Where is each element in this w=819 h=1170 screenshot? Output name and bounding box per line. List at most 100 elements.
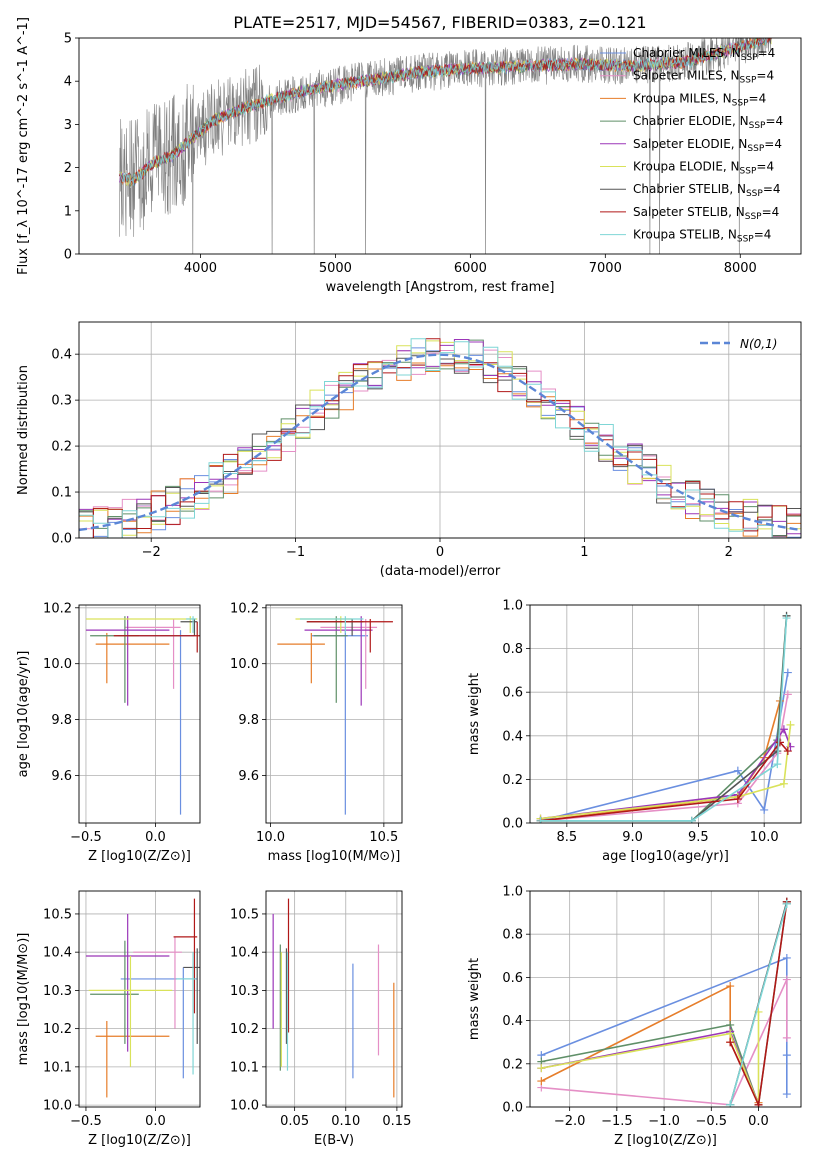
legend-subscript: SSP xyxy=(732,98,749,108)
legend-value: =4 xyxy=(765,114,783,128)
x-tick-label: −2.0 xyxy=(554,1114,586,1129)
x-axis-label: Z [log10(Z/Z⊙)] xyxy=(88,1133,191,1148)
legend: Chabrier MILES, NSSP=4 Salpeter MILES, NS… xyxy=(600,46,783,245)
weight-series-line xyxy=(540,727,792,820)
legend-value: =4 xyxy=(762,205,780,219)
legend-entry: N(0,1) xyxy=(740,337,777,351)
legend-value: =4 xyxy=(754,228,772,242)
legend-value: =4 xyxy=(756,160,774,174)
hist-series xyxy=(79,338,801,538)
x-tick-label: 8.5 xyxy=(556,830,577,845)
legend-subscript: SSP xyxy=(740,167,757,177)
panel-7: −2.0 −1.5 −1.0 −0.5 0.0 0.0 0.2 0.4 0.6 0.8 1.0 Z [… xyxy=(467,885,802,1148)
x-tick-label: 0.05 xyxy=(280,1114,309,1129)
weight-point xyxy=(782,614,791,623)
y-tick-label: 0.4 xyxy=(502,729,523,744)
legend-value: =4 xyxy=(763,182,781,196)
y-tick-label: 3 xyxy=(64,118,72,133)
weight-point xyxy=(733,766,742,775)
weight-point xyxy=(783,668,792,677)
errorbars xyxy=(85,898,200,1098)
weight-point xyxy=(726,1100,735,1107)
weight-point xyxy=(536,816,545,823)
y-tick-label: 10.2 xyxy=(43,601,72,616)
weight-point xyxy=(779,725,788,734)
y-tick-label: 0 xyxy=(64,248,72,263)
errorbars xyxy=(277,616,393,815)
y-tick-label: 9.6 xyxy=(51,769,72,784)
y-tick-label: 0.3 xyxy=(51,394,72,409)
y-tick-label: 0.8 xyxy=(502,642,523,657)
legend-entry: Kroupa ELODIE, NSSP=4 xyxy=(633,160,774,177)
legend-value: =4 xyxy=(749,91,767,105)
y-tick-label: 10.4 xyxy=(230,946,259,961)
y-tick-label: 1.0 xyxy=(502,885,523,900)
weight-series-line xyxy=(540,700,781,822)
legend-subscript: SSP xyxy=(747,144,764,154)
panel-0: 4000 5000 6000 7000 8000 0 1 2 3 4 5 wavelength [An… xyxy=(16,17,802,295)
legend-subscript: SSP xyxy=(741,53,758,63)
x-tick-label: −1.5 xyxy=(601,1114,633,1129)
y-tick-label: 10.0 xyxy=(230,657,259,672)
x-tick-label: 7000 xyxy=(589,261,622,276)
weight-series-line xyxy=(729,903,788,1106)
x-tick-label: 0.0 xyxy=(145,1114,166,1129)
errorbars xyxy=(85,616,200,815)
x-axis-label: wavelength [Angstrom, rest frame] xyxy=(326,280,555,295)
gauss-curve xyxy=(79,353,801,532)
x-axis-label: Z [log10(Z/Z⊙)] xyxy=(88,849,191,864)
x-tick-label: 0.0 xyxy=(145,830,166,845)
y-tick-label: 10.5 xyxy=(43,907,72,922)
hist-series xyxy=(79,338,801,538)
legend-entry: Salpeter ELODIE, NSSP=4 xyxy=(633,137,782,154)
legend-subscript: SSP xyxy=(749,121,766,131)
axes-frame xyxy=(529,604,802,824)
y-tick-label: 10.4 xyxy=(43,946,72,961)
legend-entry: Salpeter STELIB, NSSP=4 xyxy=(633,205,779,222)
y-tick-label: 0.0 xyxy=(502,1101,523,1116)
panel-6: 0.05 0.10 0.15 10.0 10.1 10.2 10.3 10.4 10.5 E(B-… xyxy=(230,890,411,1148)
x-axis-label: mass [log10(M/M⊙)] xyxy=(268,849,401,864)
y-tick-label: 9.6 xyxy=(238,769,259,784)
x-tick-label: 2 xyxy=(725,545,733,560)
y-tick-label: 10.2 xyxy=(43,1022,72,1037)
y-tick-label: 0.2 xyxy=(51,440,72,455)
y-axis-label: Flux [f_λ 10^-17 erg cm^-2 s^-1 A^-1] xyxy=(16,17,31,275)
y-tick-label: 10.1 xyxy=(43,1060,72,1075)
axes-frame xyxy=(529,890,802,1108)
x-tick-label: 0.0 xyxy=(748,1114,769,1129)
weight-series-line xyxy=(540,724,792,820)
y-tick-label: 0.8 xyxy=(502,928,523,943)
axes-frame xyxy=(78,321,802,539)
x-tick-label: 0 xyxy=(436,545,444,560)
spectrum-lines xyxy=(119,38,772,254)
legend-entry: Kroupa STELIB, NSSP=4 xyxy=(633,228,771,245)
legend-value: =4 xyxy=(756,69,774,83)
weight-lines xyxy=(536,611,795,823)
y-tick-label: 2 xyxy=(64,161,72,176)
weight-series-line xyxy=(540,741,789,822)
weight-point xyxy=(726,1038,735,1047)
weight-point xyxy=(782,1090,791,1099)
y-tick-label: 0.0 xyxy=(51,532,72,547)
x-tick-label: −1 xyxy=(286,545,305,560)
weight-point xyxy=(687,816,696,823)
y-tick-label: 1.0 xyxy=(502,599,523,614)
x-tick-label: 10.0 xyxy=(256,830,285,845)
legend-entry: Salpeter MILES, NSSP=4 xyxy=(633,69,774,86)
y-axis-label: mass weight xyxy=(467,958,482,1040)
x-tick-label: 1 xyxy=(580,545,588,560)
legend-entry: Chabrier ELODIE, NSSP=4 xyxy=(633,114,783,131)
y-tick-label: 10.2 xyxy=(230,601,259,616)
y-tick-label: 0.2 xyxy=(502,773,523,788)
y-tick-label: 9.8 xyxy=(238,713,259,728)
y-axis-label: Normed distribution xyxy=(16,365,31,495)
weight-series-line xyxy=(540,672,789,822)
x-tick-label: 5000 xyxy=(319,261,352,276)
panel-4: 8.5 9.0 9.5 10.0 0.0 0.2 0.4 0.6 0.8 1.0 age [log1… xyxy=(467,599,802,864)
weight-point xyxy=(786,720,795,729)
weight-point xyxy=(782,975,791,984)
legend-value: =4 xyxy=(764,137,782,151)
x-tick-label: −0.5 xyxy=(70,830,102,845)
x-axis-label: (data-model)/error xyxy=(380,564,501,579)
